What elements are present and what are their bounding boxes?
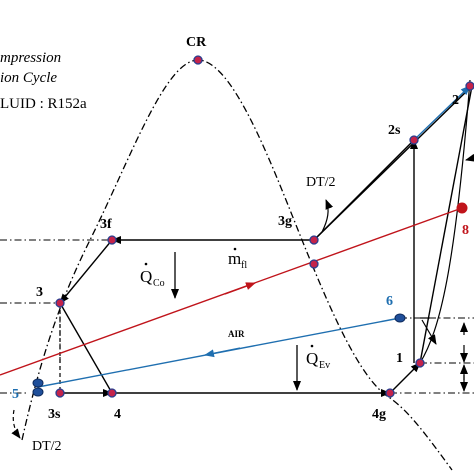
label-3g: 3g: [278, 214, 292, 229]
point-3s: [55, 388, 65, 398]
q-ev-dot: [310, 344, 314, 348]
point-3f: [107, 235, 117, 245]
air-label: AIR: [228, 329, 245, 339]
label-3: 3: [36, 285, 43, 300]
m-fl-sub: fl: [241, 260, 247, 271]
label-2s: 2s: [388, 123, 401, 138]
label-8: 8: [462, 223, 469, 238]
line-2-3g: [313, 87, 471, 241]
point-cr: [193, 55, 203, 65]
point-5-upper: [32, 378, 44, 388]
point-3: [55, 298, 65, 308]
point-4g: [385, 388, 395, 398]
line-1-6: [419, 79, 471, 364]
q-co-label: Q: [140, 267, 152, 286]
title-line-2: ion Cycle: [0, 70, 57, 86]
point-2: [465, 81, 474, 91]
point-hot-cross: [309, 259, 319, 269]
line-1-2: [419, 85, 473, 364]
q-co-sub: Co: [153, 278, 165, 289]
state-points: [32, 55, 474, 398]
point-1: [415, 358, 425, 368]
blue-line-2s-2: [413, 85, 471, 141]
point-2s: [409, 135, 419, 145]
q-ev-label: Q: [306, 349, 318, 368]
line-4g-1: [389, 362, 421, 394]
q-ev-sub: Ev: [319, 360, 330, 371]
fluid-label: LUID : R152a: [0, 96, 87, 112]
dt-lower-label: DT/2: [32, 439, 62, 454]
hot-fluid-arrow: [224, 282, 256, 295]
label-4: 4: [114, 407, 121, 422]
label-3s: 3s: [48, 407, 61, 422]
label-5: 5: [12, 387, 19, 402]
dt-upper-arrow: [321, 199, 334, 233]
label-1: 1: [396, 351, 403, 366]
label-3f: 3f: [100, 217, 112, 232]
q-co-dot: [144, 262, 148, 266]
dt-upper-label: DT/2: [306, 175, 336, 190]
m-fl-dot: [233, 247, 237, 251]
air-arrow: [204, 347, 241, 358]
point-8: [456, 202, 468, 214]
line-3f-3: [59, 239, 113, 304]
point-5-lower: [32, 387, 44, 397]
point-6: [394, 313, 406, 323]
right-side-arrow: [465, 153, 474, 162]
label-6: 6: [386, 294, 393, 309]
label-cr: CR: [186, 35, 207, 50]
line-3-4: [59, 302, 113, 394]
dim-bracket-curve: [421, 319, 437, 345]
point-4: [107, 388, 117, 398]
title-line-1: mpression: [0, 50, 61, 66]
label-4g: 4g: [372, 407, 386, 422]
m-fl-label: m: [228, 249, 241, 268]
dt-lower-arrow: [11, 409, 21, 439]
label-2: 2: [452, 93, 459, 108]
point-3g: [309, 235, 319, 245]
